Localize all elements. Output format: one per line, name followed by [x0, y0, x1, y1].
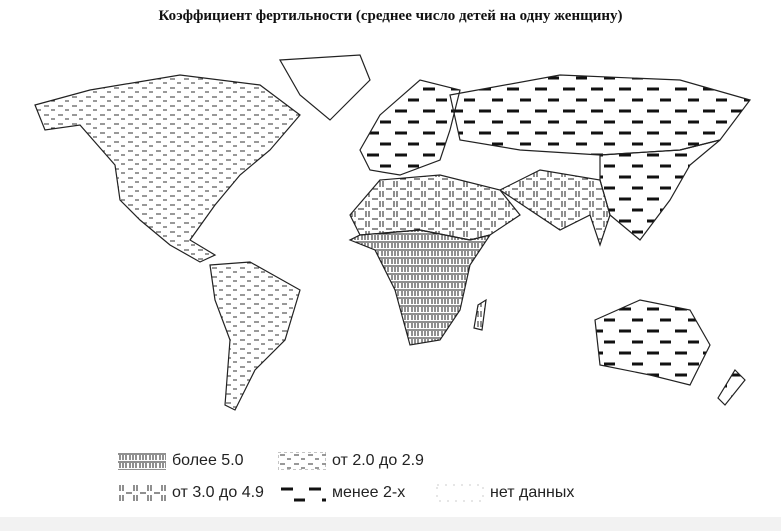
swatch-under2-icon [278, 484, 326, 502]
swatch-3to49-icon [118, 484, 166, 502]
legend-label: менее 2-х [332, 484, 406, 501]
region-new-zealand [717, 369, 746, 406]
bottom-strip [0, 517, 781, 531]
region-north-africa-middle-east [349, 174, 521, 241]
world-map [34, 54, 752, 411]
region-south-asia [498, 169, 611, 247]
region-south-america [209, 261, 301, 411]
map-legend: более 5.0 от 3.0 до 4.9 от 2.0 до 2.9 ме… [118, 452, 638, 512]
legend-label: от 3.0 до 4.9 [172, 484, 264, 501]
swatch-nodata-icon [436, 484, 484, 502]
region-madagascar [473, 298, 487, 331]
legend-item-nodata: нет данных [436, 484, 574, 502]
region-greenland [279, 54, 371, 121]
legend-label: нет данных [490, 484, 575, 501]
region-africa [348, 229, 492, 346]
swatch-over5-icon [118, 452, 166, 470]
map-title: Коэффициент фертильности (среднее число … [158, 8, 623, 24]
legend-label: более 5.0 [172, 452, 244, 469]
region-east-asia [599, 139, 721, 241]
legend-item-3to49: от 3.0 до 4.9 [118, 484, 264, 502]
legend-item-over5: более 5.0 [118, 452, 244, 470]
region-north-america [34, 74, 301, 263]
legend-item-2to29: от 2.0 до 2.9 [278, 452, 424, 470]
region-australia [594, 299, 711, 386]
legend-label: от 2.0 до 2.9 [332, 452, 424, 469]
legend-item-under2: менее 2-х [278, 484, 405, 502]
region-russia-north-asia [449, 74, 752, 156]
swatch-2to29-icon [278, 452, 326, 470]
region-europe [359, 79, 461, 176]
